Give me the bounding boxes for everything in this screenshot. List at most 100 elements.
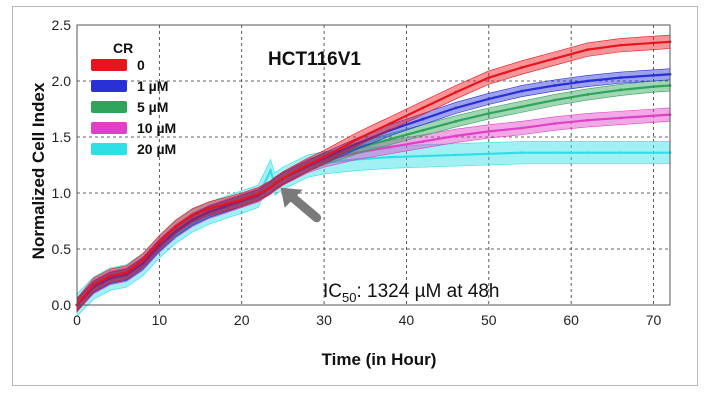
series-point-1-m	[652, 74, 655, 77]
x-axis-label: Time (in Hour)	[322, 350, 437, 369]
y-axis-label: Normalized Cell Index	[29, 82, 48, 259]
ic50-annotation: IC50: 1324 µM at 48h	[323, 281, 499, 305]
ic50-prefix: IC	[323, 281, 342, 302]
series-layer	[75, 34, 672, 317]
series-point-0	[586, 48, 590, 52]
series-point-20-m	[454, 153, 458, 157]
series-point-20-m	[586, 151, 590, 155]
series-point-20-m	[269, 169, 272, 173]
series-point-20-m	[553, 151, 557, 155]
legend-label: 1 µM	[137, 78, 168, 94]
series-point-10-m	[652, 114, 655, 118]
legend-swatch	[91, 122, 127, 134]
plot-border	[76, 24, 671, 306]
legend-swatch	[91, 59, 127, 71]
chart-frame: 0 10 20 30 40 50 60 70 0.0 0.5 1.0 1.5 2.0 2.5 Normal…	[12, 6, 698, 386]
series-point-5-m	[388, 137, 392, 141]
series-point-0	[223, 202, 227, 206]
series-point-10-m	[553, 122, 557, 125]
series-point-0	[240, 198, 244, 202]
series-point-1-m	[487, 97, 491, 101]
series-point-10-m	[388, 145, 392, 149]
series-point-0	[281, 177, 285, 180]
series-point-0	[619, 43, 622, 47]
series-point-10-m	[487, 130, 491, 133]
axes	[76, 24, 671, 306]
arrow-shaft	[286, 191, 322, 223]
series-point-10-m	[586, 118, 590, 122]
series-point-10-m	[454, 134, 458, 138]
series-point-5-m	[586, 93, 590, 96]
series-point-1-m	[619, 76, 622, 80]
legend-swatch	[91, 101, 127, 113]
arrow-head	[280, 187, 303, 208]
series-point-1-m	[454, 106, 458, 110]
series-point-1-m	[207, 210, 211, 214]
legend-label: 5 µM	[137, 99, 168, 115]
series-point-20-m	[487, 152, 491, 156]
chart-title: HCT116V1	[268, 49, 361, 70]
series-point-1-m	[190, 218, 194, 222]
series-point-0	[125, 271, 128, 274]
series-point-1-m	[125, 273, 128, 277]
series-point-0	[141, 258, 145, 262]
tick-labels: 0 10 20 30 40 50 60 70 0.0 0.5 1.0 1.5 2.0 2.5	[52, 17, 662, 328]
series-point-1-m	[355, 142, 359, 146]
arrow-icon	[280, 187, 322, 223]
series-point-0	[421, 106, 425, 110]
x-tick-label: 50	[481, 312, 497, 328]
ic50-subscript: 50	[342, 290, 356, 305]
series-point-20-m	[520, 151, 524, 155]
series-line-0	[76, 40, 671, 306]
x-tick-label: 70	[646, 312, 662, 328]
y-tick-label: 0.5	[52, 241, 72, 257]
series-point-1-m	[174, 229, 178, 233]
x-tick-label: 0	[73, 312, 81, 328]
y-tick-label: 2.5	[52, 17, 72, 33]
series-point-1-m	[157, 244, 161, 248]
series-point-1-m	[520, 89, 524, 93]
series-point-0	[108, 274, 112, 278]
legend-swatch	[91, 80, 127, 92]
series-point-1-m	[141, 262, 145, 265]
series-point-0	[273, 182, 277, 186]
series-point-20-m	[652, 151, 655, 155]
y-tick-label: 1.0	[52, 185, 72, 201]
x-tick-label: 10	[152, 312, 168, 328]
series-point-0	[355, 137, 359, 141]
series-point-0	[454, 90, 458, 94]
series-point-0	[553, 57, 557, 60]
series-point-0	[388, 122, 392, 125]
series-point-0	[174, 225, 178, 229]
series-point-1-m	[586, 79, 590, 83]
x-tick-label: 20	[234, 312, 250, 328]
legend-label: 0	[137, 57, 145, 73]
series-point-5-m	[553, 98, 557, 102]
series-point-10-m	[421, 140, 425, 143]
series-point-20-m	[619, 151, 622, 155]
x-tick-label: 30	[316, 312, 332, 328]
series-point-5-m	[619, 88, 622, 92]
series-point-1-m	[223, 205, 227, 208]
ic50-suffix: : 1324 µM at 48h	[356, 281, 499, 302]
series-point-0	[157, 240, 161, 244]
series-point-20-m	[388, 155, 392, 159]
legend-swatch	[91, 143, 127, 155]
series-point-5-m	[454, 119, 458, 123]
series-point-5-m	[652, 85, 655, 88]
series-point-0	[256, 192, 260, 196]
legend-title: CR	[113, 40, 133, 56]
series-point-0	[190, 214, 194, 217]
series-point-0	[207, 207, 211, 211]
series-point-0	[322, 155, 326, 159]
series-point-1-m	[553, 84, 557, 87]
series-point-5-m	[421, 128, 425, 132]
legend-label: 20 µM	[137, 141, 176, 157]
series-point-0	[520, 66, 524, 69]
y-tick-label: 0.0	[52, 297, 72, 313]
series-point-10-m	[520, 126, 524, 130]
y-tick-label: 2.0	[52, 73, 72, 89]
series-point-5-m	[487, 112, 491, 115]
cell-index-chart: 0 10 20 30 40 50 60 70 0.0 0.5 1.0 1.5 2.0 2.5 Normal…	[29, 17, 672, 369]
series-point-0	[652, 41, 655, 45]
